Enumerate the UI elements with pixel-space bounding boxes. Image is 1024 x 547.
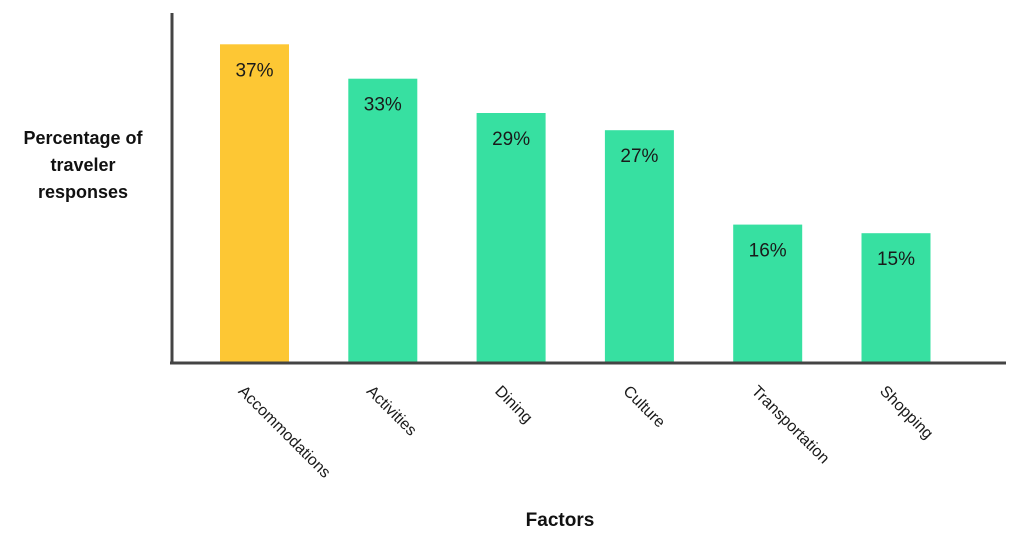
value-labels-layer: 37% 33% 29% 27% 16% 15% <box>235 60 915 270</box>
value-label-shopping: 15% <box>877 249 915 270</box>
category-label-dining: Dining <box>491 383 535 427</box>
value-label-transportation: 16% <box>749 241 787 262</box>
y-axis-title-line-2: traveler <box>50 155 116 175</box>
bar-culture <box>604 130 674 362</box>
value-label-dining: 29% <box>492 129 530 150</box>
value-label-culture: 27% <box>620 146 658 167</box>
y-axis-title-line-3: responses <box>37 182 129 202</box>
bar-activities <box>348 78 418 362</box>
value-label-activities: 33% <box>364 95 402 116</box>
y-axis-title: Percentage of traveler responses <box>4 125 162 206</box>
bar-accommodations <box>220 44 289 363</box>
category-label-activities: Activities <box>363 383 420 440</box>
category-label-transportation: Transportation <box>748 383 833 468</box>
category-label-culture: Culture <box>620 383 669 432</box>
category-label-accommodations: Accommodations <box>235 383 334 482</box>
category-label-shopping: Shopping <box>876 383 936 443</box>
bar-shopping <box>861 233 931 362</box>
category-labels-layer: Accommodations Activities Dining Culture Tra… <box>235 383 936 482</box>
bars-layer <box>220 44 931 363</box>
bar-transportation <box>733 224 803 362</box>
x-axis-title: Factors <box>525 510 595 531</box>
bar-dining <box>476 113 546 362</box>
value-label-accommodations: 37% <box>235 60 273 81</box>
y-axis-title-line-1: Percentage of <box>23 128 143 148</box>
